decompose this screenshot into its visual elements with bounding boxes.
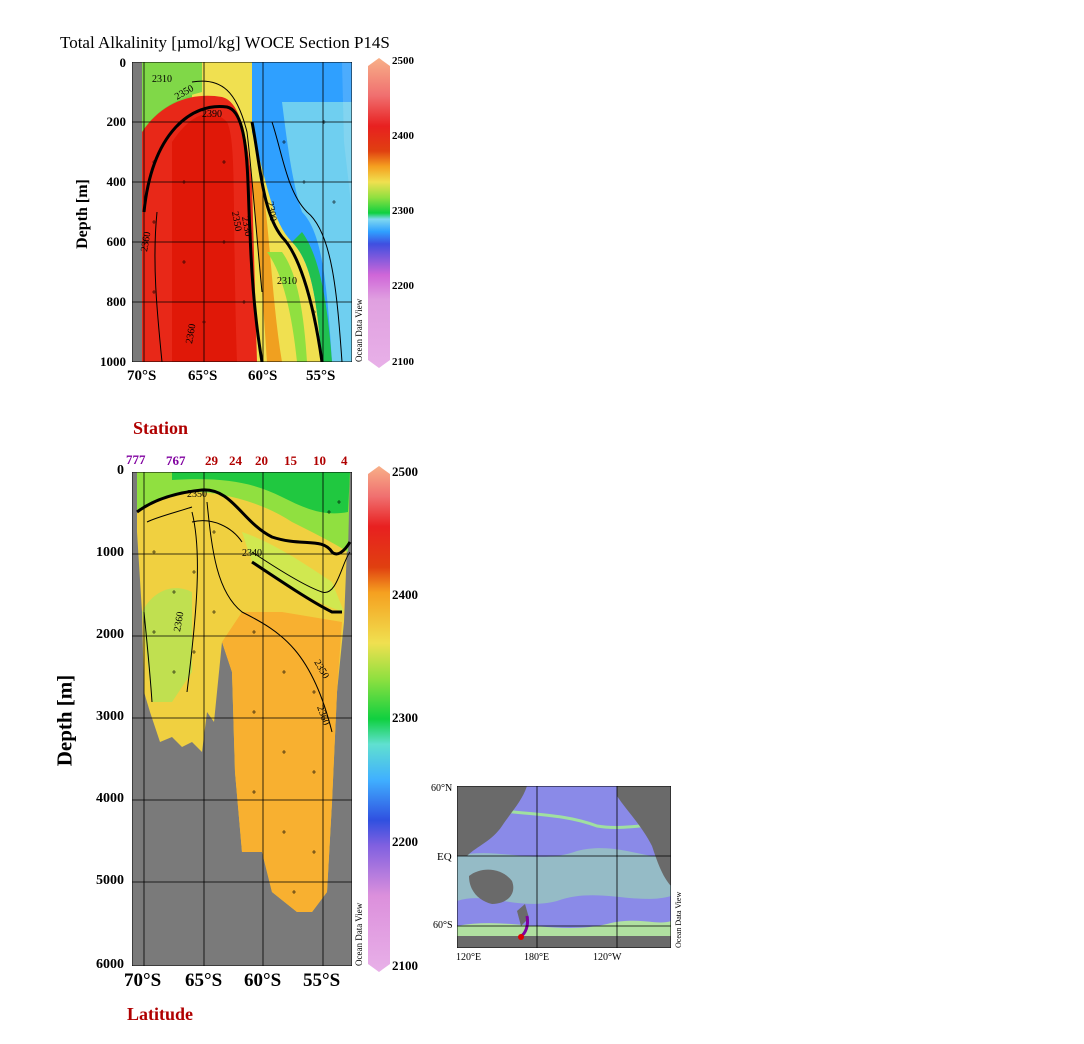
map-land-america xyxy=(617,786,671,886)
top-ytick-1000: 1000 xyxy=(100,354,126,369)
bottom-colorbar-svg xyxy=(368,466,390,972)
map-lat-tick-60N: 60°N xyxy=(431,783,453,794)
bottom-section-svg: 2350 2340 2360 2350 2360 xyxy=(131,471,353,967)
station-tick-15: 15 xyxy=(284,453,297,468)
map-land-antarctica xyxy=(457,936,671,948)
map-inset xyxy=(456,785,672,949)
station-tick-777: 777 xyxy=(126,452,146,467)
top-cb-tick-2400: 2400 xyxy=(392,130,414,142)
station-tick-20: 20 xyxy=(255,453,268,468)
top-cb-tick-2100: 2100 xyxy=(392,356,414,368)
top-xtick-70S: 70°S xyxy=(127,368,157,384)
station-label: Station xyxy=(133,418,189,438)
bottom-ylabel: Depth [m] xyxy=(52,674,77,767)
bottom-xtick-70S: 70°S xyxy=(124,970,162,991)
svg-text:2390: 2390 xyxy=(202,109,222,120)
bottom-xtick-65S: 65°S xyxy=(185,970,223,991)
map-inset-svg xyxy=(456,785,672,949)
bottom-cb-tick-2400: 2400 xyxy=(392,587,418,602)
top-ytick-200: 200 xyxy=(106,114,127,129)
map-lon-tick-120E: 120°E xyxy=(456,952,482,963)
top-cb-tick-2200: 2200 xyxy=(392,280,414,292)
top-ytick-600: 600 xyxy=(106,234,127,249)
top-grid xyxy=(132,62,352,362)
map-lon-tick-180E: 180°E xyxy=(524,952,550,963)
svg-text:2360: 2360 xyxy=(184,323,198,345)
top-ytick-800: 800 xyxy=(106,294,127,309)
svg-text:2300: 2300 xyxy=(264,201,278,223)
bottom-colorbar xyxy=(368,466,390,972)
top-section-plot: 2310 2350 2390 2360 2350 2330 2300 2310 … xyxy=(131,61,353,363)
bottom-ytick-3000: 3000 xyxy=(96,709,124,724)
top-section-svg: 2310 2350 2390 2360 2350 2330 2300 2310 … xyxy=(131,61,353,363)
bottom-ytick-1000: 1000 xyxy=(96,545,124,560)
top-xtick-55S: 55°S xyxy=(306,368,336,384)
svg-text:2360: 2360 xyxy=(172,611,186,633)
bottom-water-orange xyxy=(222,612,342,912)
map-land-asia xyxy=(457,786,527,856)
svg-text:2340: 2340 xyxy=(242,548,262,559)
top-ylabel: Depth [m] xyxy=(74,179,91,249)
bottom-xtick-60S: 60°S xyxy=(244,970,282,991)
station-tick-29: 29 xyxy=(205,453,218,468)
station-tick-10: 10 xyxy=(313,453,326,468)
bottom-cb-tick-2300: 2300 xyxy=(392,710,418,725)
svg-text:2350: 2350 xyxy=(229,211,243,233)
map-land-australia xyxy=(469,869,514,904)
bottom-odv-watermark: Ocean Data View xyxy=(354,902,364,966)
top-contour-bold xyxy=(142,104,264,363)
top-cb-tick-2500: 2500 xyxy=(392,55,414,67)
svg-text:2310: 2310 xyxy=(152,74,172,85)
top-ytick-400: 400 xyxy=(106,174,127,189)
top-cb-tick-2300: 2300 xyxy=(392,205,414,217)
bottom-cb-tick-2100: 2100 xyxy=(392,958,418,973)
map-lat-tick-60S: 60°S xyxy=(433,920,453,931)
bottom-cb-tick-2500: 2500 xyxy=(392,464,418,479)
bottom-section-plot: 2350 2340 2360 2350 2360 xyxy=(131,471,353,967)
top-xtick-65S: 65°S xyxy=(188,368,218,384)
bottom-cb-tick-2200: 2200 xyxy=(392,834,418,849)
svg-text:2350: 2350 xyxy=(187,489,207,500)
map-lon-tick-120W: 120°W xyxy=(593,952,622,963)
bottom-ytick-0: 0 xyxy=(117,463,124,478)
map-lat-tick-EQ: EQ xyxy=(437,851,452,863)
bottom-ytick-5000: 5000 xyxy=(96,873,124,888)
bottom-ytick-6000: 6000 xyxy=(96,957,124,972)
svg-text:2330: 2330 xyxy=(239,216,253,238)
svg-text:2360: 2360 xyxy=(139,231,153,253)
top-colorbar xyxy=(368,58,390,368)
top-xtick-60S: 60°S xyxy=(248,368,278,384)
station-tick-24: 24 xyxy=(229,453,242,468)
station-tick-4: 4 xyxy=(341,453,348,468)
svg-text:2310: 2310 xyxy=(277,276,297,287)
bottom-grid xyxy=(132,472,352,966)
top-colorbar-svg xyxy=(368,58,390,368)
chart-title: Total Alkalinity [µmol/kg] WOCE Section … xyxy=(60,33,390,52)
latitude-label: Latitude xyxy=(127,1004,194,1024)
bottom-ytick-4000: 4000 xyxy=(96,791,124,806)
bottom-sample-markers xyxy=(152,500,341,894)
top-ytick-0: 0 xyxy=(119,55,127,70)
map-odv-watermark: Ocean Data View xyxy=(674,891,683,948)
top-odv-watermark: Ocean Data View xyxy=(354,298,364,362)
station-tick-767: 767 xyxy=(166,453,186,468)
bottom-surface-green xyxy=(172,472,350,514)
bottom-ytick-2000: 2000 xyxy=(96,627,124,642)
bottom-xtick-55S: 55°S xyxy=(303,970,341,991)
